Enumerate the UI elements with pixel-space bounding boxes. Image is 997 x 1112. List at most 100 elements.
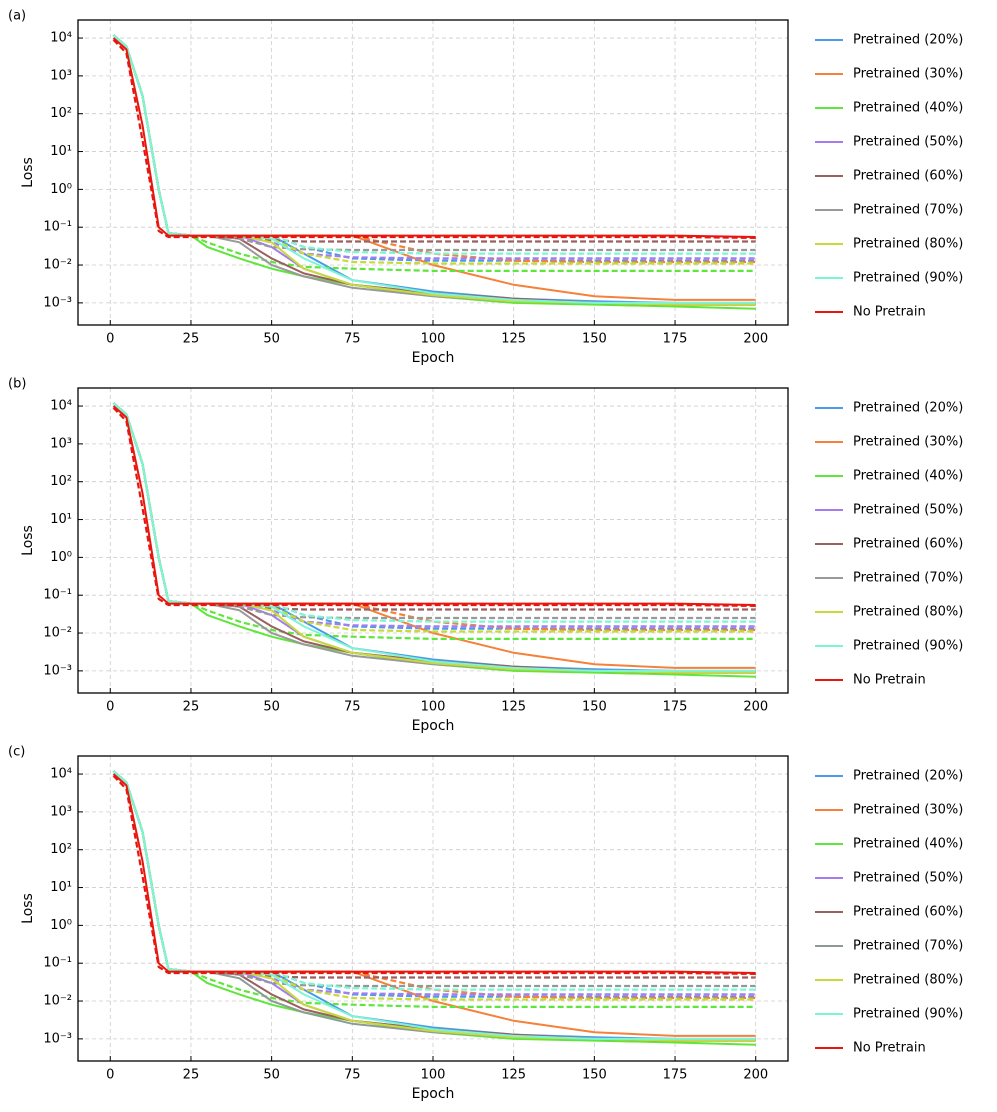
y-tick-label: 10² [50,106,72,121]
loss-line-dashed [112,34,756,260]
y-tick-label: 10⁻² [43,258,72,273]
y-tick-label: 10⁻² [43,994,72,1009]
loss-line-dashed [112,39,756,239]
y-tick-label: 10² [50,474,72,489]
legend-label: Pretrained (80%) [853,973,963,988]
legend-label: Pretrained (20%) [853,401,963,416]
legend-label: No Pretrain [853,305,926,320]
plot-frame [77,19,789,326]
x-tick-label: 100 [421,700,446,715]
y-tick-label: 10⁻¹ [43,956,72,971]
legend-label: Pretrained (40%) [853,469,963,484]
legend-label: Pretrained (50%) [853,871,963,886]
y-tick-label: 10⁻³ [43,295,72,310]
y-tick-label: 10⁻² [43,626,72,641]
x-tick-label: 100 [421,332,446,347]
loss-line-dashed [112,770,756,1008]
legend-label: Pretrained (90%) [853,1007,963,1022]
legend-label: Pretrained (20%) [853,33,963,48]
loss-line-dashed [112,34,756,265]
loss-line-dashed [112,770,756,1000]
y-tick-label: 10³ [50,68,72,83]
y-tick-label: 10⁰ [50,182,72,197]
loss-line-dashed [112,34,756,264]
legend-label: Pretrained (80%) [853,237,963,252]
y-tick-label: 10⁴ [50,767,72,782]
legend-label: Pretrained (70%) [853,939,963,954]
y-tick-label: 10⁰ [50,918,72,933]
loss-line-dashed [112,407,756,607]
x-tick-label: 150 [582,1068,607,1083]
x-axis-label: Epoch [412,718,455,734]
x-axis-label: Epoch [412,350,455,366]
y-tick-label: 10¹ [50,512,72,527]
x-tick-label: 200 [743,700,768,715]
x-tick-label: 175 [663,700,688,715]
legend-label: Pretrained (60%) [853,905,963,920]
y-tick-label: 10⁻¹ [43,588,72,603]
panel-label: (c) [8,745,25,760]
x-tick-label: 125 [501,332,526,347]
x-tick-label: 175 [663,332,688,347]
x-tick-label: 50 [263,332,280,347]
x-tick-label: 200 [743,332,768,347]
legend-label: Pretrained (30%) [853,67,963,82]
y-tick-label: 10⁻³ [43,1031,72,1046]
legend-label: Pretrained (40%) [853,837,963,852]
y-axis-label: Loss [20,525,36,556]
loss-line-dashed [112,402,756,628]
legend-label: Pretrained (80%) [853,605,963,620]
y-tick-label: 10¹ [50,880,72,895]
legend-label: Pretrained (60%) [853,169,963,184]
plot-frame [77,755,789,1062]
y-tick-label: 10⁻¹ [43,220,72,235]
x-tick-label: 25 [183,332,200,347]
x-tick-label: 100 [421,1068,446,1083]
loss-line-dashed [112,402,756,611]
legend-label: Pretrained (90%) [853,271,963,286]
x-tick-label: 75 [344,700,361,715]
legend-label: Pretrained (30%) [853,803,963,818]
loss-line [112,773,756,974]
x-tick-label: 0 [106,1068,114,1083]
loss-line-dashed [112,402,756,620]
legend-label: Pretrained (50%) [853,135,963,150]
loss-line-dashed [112,34,756,243]
loss-line-dashed [112,34,756,255]
panel-label: (b) [8,377,26,392]
loss-line [112,405,756,606]
y-tick-label: 10⁻³ [43,663,72,678]
x-tick-label: 25 [183,1068,200,1083]
loss-line-dashed [112,770,756,988]
x-tick-label: 150 [582,332,607,347]
loss-line-dashed [112,34,756,272]
legend-label: Pretrained (60%) [853,537,963,552]
x-tick-label: 25 [183,700,200,715]
y-tick-label: 10³ [50,804,72,819]
x-tick-label: 75 [344,332,361,347]
x-tick-label: 0 [106,700,114,715]
x-tick-label: 150 [582,700,607,715]
x-tick-label: 50 [263,1068,280,1083]
loss-line-dashed [112,402,756,633]
loss-line-dashed [112,402,756,640]
x-tick-label: 175 [663,1068,688,1083]
y-tick-label: 10² [50,842,72,857]
legend-label: No Pretrain [853,673,926,688]
x-axis-label: Epoch [412,1086,455,1102]
loss-line-dashed [112,34,756,252]
loss-line-dashed [112,402,756,623]
x-tick-label: 125 [501,1068,526,1083]
y-axis-label: Loss [20,157,36,188]
legend-label: Pretrained (90%) [853,639,963,654]
x-tick-label: 50 [263,700,280,715]
loss-line-dashed [112,775,756,975]
plot-frame [77,387,789,694]
y-tick-label: 10³ [50,436,72,451]
x-tick-label: 125 [501,700,526,715]
x-tick-label: 75 [344,1068,361,1083]
x-tick-label: 0 [106,332,114,347]
legend-label: No Pretrain [853,1041,926,1056]
y-tick-label: 10¹ [50,144,72,159]
legend-label: Pretrained (20%) [853,769,963,784]
